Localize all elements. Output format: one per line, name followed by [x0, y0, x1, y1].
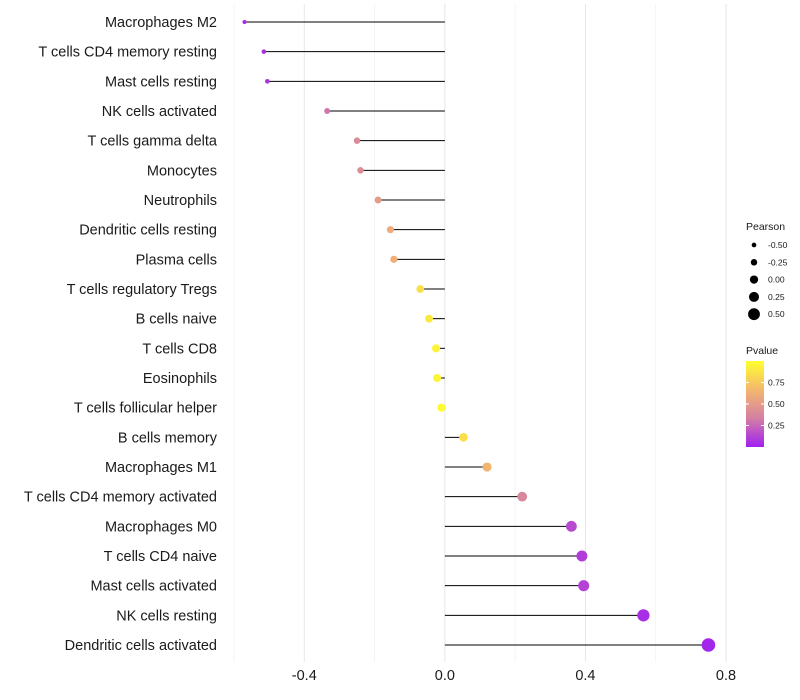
x-tick-label: 0.8: [716, 668, 736, 684]
color-legend-label: 0.25: [768, 421, 785, 431]
color-legend-ticks: 0.75 0.50 0.25: [746, 378, 785, 431]
category-label: T cells CD8: [142, 341, 217, 357]
legend: Pearson -0.50 -0.25 0.00 0.25 0.50 Pvalue 0.…: [746, 221, 788, 447]
size-legend-label: 0.50: [768, 309, 785, 319]
lollipop-point: [353, 137, 361, 144]
lollipop-point: [433, 373, 442, 383]
category-labels: Macrophages M2 T cells CD4 memory resting…: [24, 15, 218, 654]
lollipop-point: [324, 108, 331, 114]
color-legend-title: Pvalue: [746, 345, 778, 357]
lollipop-point: [242, 19, 247, 25]
lollipop-point: [386, 226, 394, 234]
x-tick-label: 0.0: [435, 668, 455, 684]
category-label: NK cells resting: [116, 608, 217, 624]
size-legend-label: 0.25: [768, 292, 785, 302]
lollipop-point: [578, 580, 590, 592]
lollipop-point: [565, 520, 577, 532]
color-legend-label: 0.75: [768, 378, 785, 388]
category-label: Dendritic cells resting: [79, 223, 217, 239]
lollipop-point: [425, 314, 434, 323]
lollipop-point: [374, 196, 382, 204]
category-label: Eosinophils: [143, 371, 217, 387]
size-legend-dot: [748, 308, 760, 321]
x-tick-label: -0.4: [292, 668, 317, 684]
category-label: NK cells activated: [102, 104, 217, 120]
category-label: Macrophages M1: [105, 460, 217, 476]
size-legend-dot: [748, 291, 760, 302]
grid-layer: [233, 4, 727, 662]
lollipop-point: [261, 49, 267, 54]
lollipop-point: [701, 638, 716, 652]
category-label: T cells follicular helper: [74, 401, 217, 417]
lollipop-point: [416, 285, 425, 293]
lollipop-point: [432, 344, 441, 353]
lollipop-point: [576, 550, 588, 562]
category-label: Macrophages M2: [105, 15, 217, 31]
category-label: Dendritic cells activated: [65, 638, 217, 654]
x-axis-ticks: -0.4 0.0 0.4 0.8: [292, 668, 736, 684]
category-label: B cells naive: [136, 312, 217, 328]
size-legend-entries: -0.50 -0.25 0.00 0.25 0.50: [748, 240, 788, 321]
category-label: T cells CD4 memory resting: [38, 45, 217, 61]
lollipop-point: [357, 167, 364, 174]
color-legend-label: 0.50: [768, 399, 785, 409]
lollipop-point: [517, 491, 528, 502]
lollipop-point: [637, 609, 650, 622]
category-label: T cells CD4 naive: [104, 549, 217, 565]
lollipop-point: [437, 403, 446, 412]
size-legend-label: 0.00: [768, 275, 785, 285]
category-label: Neutrophils: [144, 193, 217, 209]
size-legend-title: Pearson: [746, 221, 785, 233]
category-label: Plasma cells: [136, 252, 217, 268]
size-legend-label: -0.25: [768, 257, 788, 267]
lollipop-point: [390, 255, 398, 263]
size-legend-label: -0.50: [768, 240, 788, 250]
category-label: Monocytes: [147, 163, 217, 179]
category-label: Mast cells activated: [90, 579, 217, 595]
stem-layer: [244, 21, 709, 646]
lollipop-point: [265, 78, 270, 84]
category-label: T cells gamma delta: [88, 134, 218, 150]
size-legend-dot: [751, 242, 757, 248]
size-legend-dot: [749, 275, 759, 284]
size-legend-dot: [750, 259, 758, 266]
category-label: T cells CD4 memory activated: [24, 490, 217, 506]
x-tick-label: 0.4: [575, 668, 595, 684]
category-label: Mast cells resting: [105, 74, 217, 90]
point-layer: [242, 19, 716, 652]
category-label: T cells regulatory Tregs: [67, 282, 217, 298]
pvalue-color-bar: [746, 361, 764, 447]
lollipop-point: [482, 462, 492, 472]
lollipop-point: [459, 433, 468, 442]
category-label: Macrophages M0: [105, 519, 217, 535]
category-label: B cells memory: [118, 430, 218, 446]
